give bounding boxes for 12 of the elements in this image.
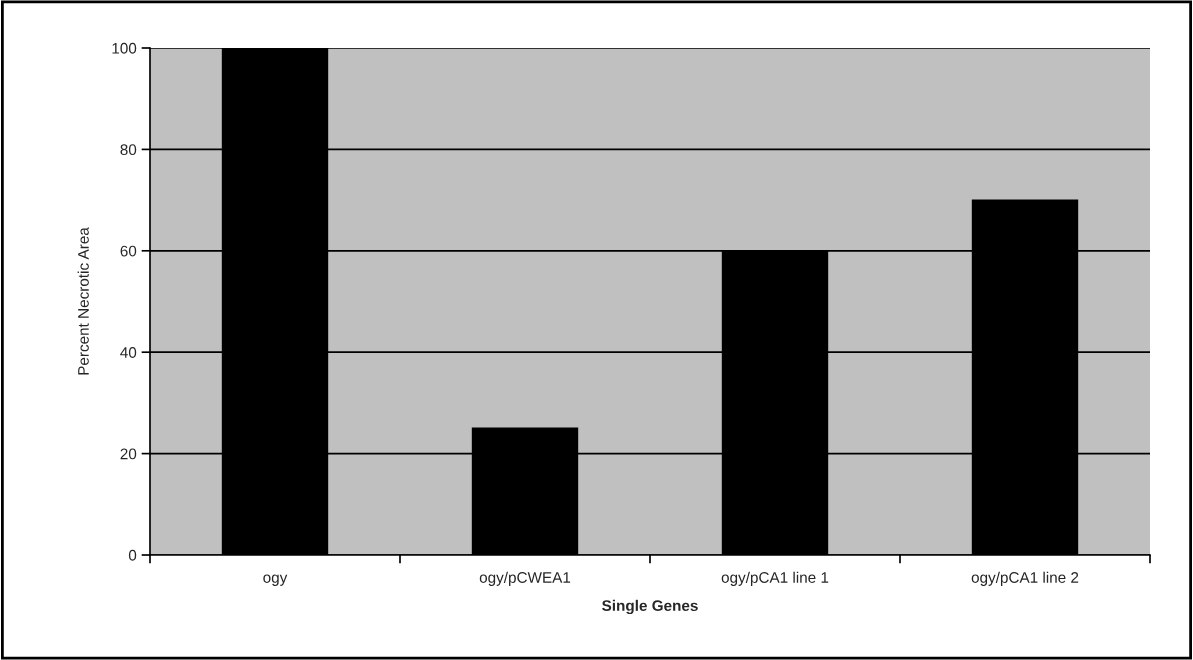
y-tick-label: 80 [120, 144, 137, 156]
x-tick-label: ogy [263, 574, 288, 586]
y-tick-label: 0 [128, 549, 137, 561]
y-tick-label: 20 [120, 448, 137, 460]
x-tick-label: ogy/pCA1 line 1 [721, 571, 829, 586]
x-tick-label: ogy/pCA1 line 2 [971, 571, 1079, 586]
x-axis-title: Single Genes [602, 599, 698, 615]
y-tick-label: 100 [112, 42, 137, 54]
y-tick-label: 40 [120, 347, 137, 358]
y-tick-label: 60 [120, 245, 137, 257]
x-tick-label: ogy/pCWEA1 [479, 571, 571, 586]
y-axis-title: Percent Necrotic Area [77, 227, 89, 375]
